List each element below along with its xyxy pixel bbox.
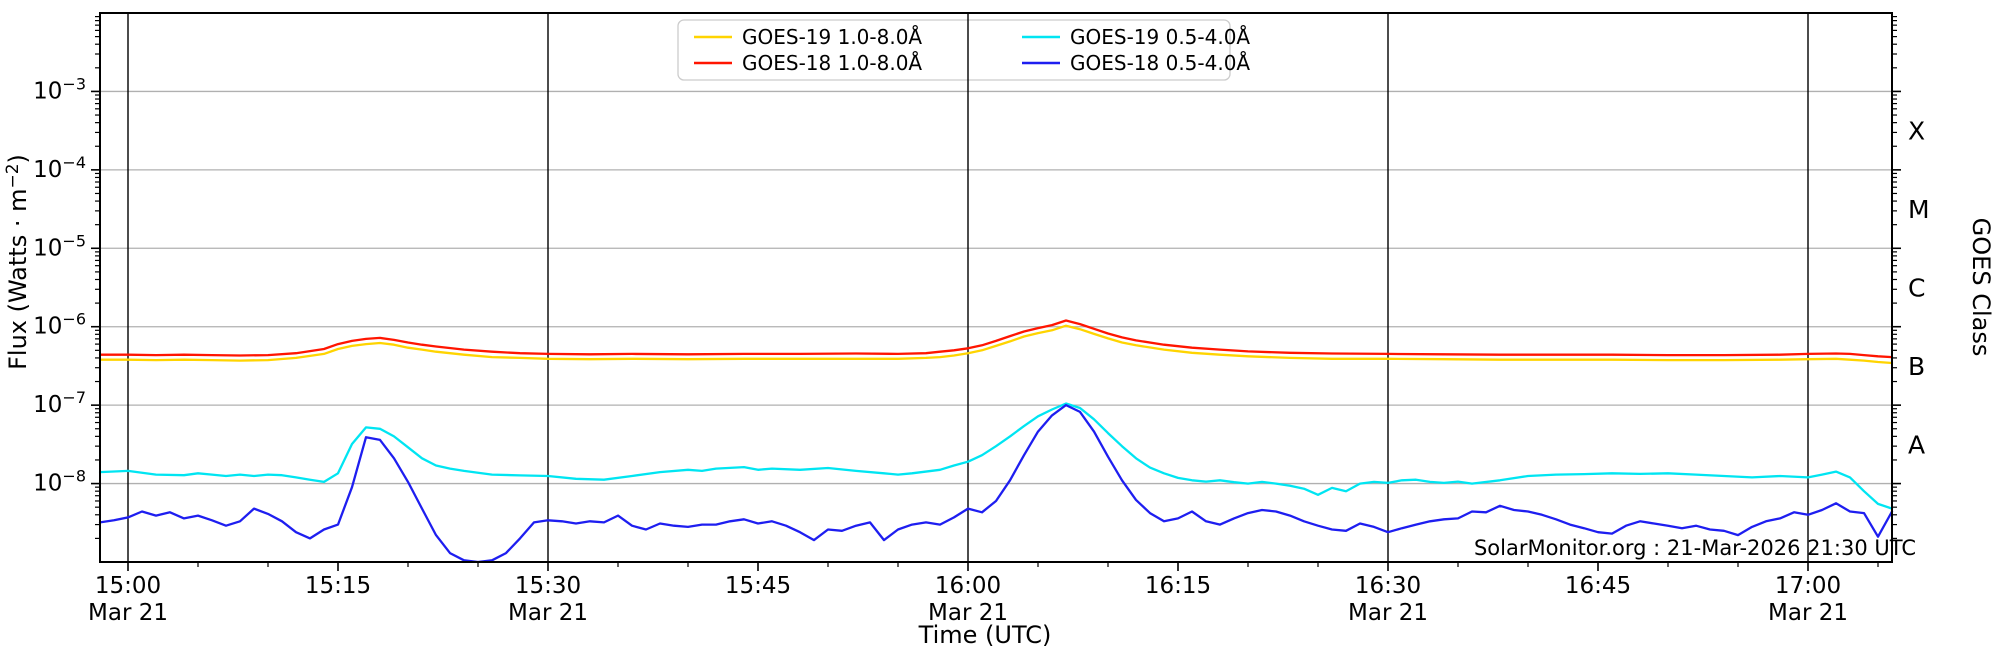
legend-label: GOES-18 1.0-8.0Å: [742, 51, 922, 75]
x-tick-time-label: 16:15: [1145, 573, 1211, 599]
x-tick-time-label: 17:00: [1775, 573, 1841, 599]
x-tick-date-label: Mar 21: [928, 600, 1008, 626]
x-tick-time-label: 15:30: [515, 573, 581, 599]
legend-label: GOES-18 0.5-4.0Å: [1070, 51, 1250, 75]
legend-box: [677, 19, 1231, 81]
x-tick-date-label: Mar 21: [1348, 600, 1428, 626]
y-tick-label: 10−8: [33, 467, 86, 497]
goes-class-letters: X M C B A: [1908, 117, 1930, 460]
y-tick-label: 10−7: [33, 388, 86, 418]
y-axis-label-right: GOES Class: [1967, 218, 1995, 357]
legend-item-goes-18-0-5-4-0-: GOES-18 0.5-4.0Å: [1022, 51, 1250, 75]
annotation: SolarMonitor.org : 21-Mar-2026 21:30 UTC: [1474, 536, 1916, 560]
series-goes-19-0-5-4-0-: [98, 402, 1894, 510]
series-goes-18-1-0-8-0-: [98, 319, 1894, 359]
x-tick-time-label: 16:00: [935, 573, 1001, 599]
x-tick-time-label: 15:00: [95, 573, 161, 599]
x-tick-date-label: Mar 21: [88, 600, 168, 626]
series-goes-19-1-0-8-0-: [98, 324, 1894, 365]
goes-class-letter-a: A: [1908, 430, 1925, 459]
x-tick-time-label: 15:45: [725, 573, 791, 599]
y-tick-label: 10−5: [33, 231, 86, 261]
goes-class-letter-b: B: [1908, 352, 1925, 381]
x-tick-date-label: Mar 21: [508, 600, 588, 626]
goes-class-letter-m: M: [1908, 195, 1930, 224]
y-axis-ticks: 10−3 10−4 10−5 10−6 10−7 10−8: [33, 15, 1901, 539]
legend-item-goes-18-1-0-8-0-: GOES-18 1.0-8.0Å: [694, 51, 922, 75]
solarmonitor-annotation: SolarMonitor.org : 21-Mar-2026 21:30 UTC: [1474, 536, 1916, 560]
x-tick-date-label: Mar 21: [1768, 600, 1848, 626]
legend-item-goes-19-1-0-8-0-: GOES-19 1.0-8.0Å: [694, 25, 922, 49]
x-tick-time-label: 15:15: [305, 573, 371, 599]
legend-label: GOES-19 0.5-4.0Å: [1070, 25, 1250, 49]
x-axis-label: Time (UTC): [918, 621, 1052, 649]
plot-border: [99, 12, 1893, 563]
y-axis-label-left: Flux (Watts · m−2): [3, 154, 32, 370]
y-tick-label: 10−3: [33, 74, 86, 104]
series-goes-18-0-5-4-0-: [98, 403, 1894, 564]
y-tick-label: 10−6: [33, 310, 86, 340]
y-tick-label: 10−4: [33, 153, 86, 183]
goes-class-letter-c: C: [1908, 274, 1925, 303]
x-tick-time-label: 16:30: [1355, 573, 1421, 599]
legend-label: GOES-19 1.0-8.0Å: [742, 25, 922, 49]
y-gridlines: [100, 90, 1892, 485]
series: [98, 319, 1894, 564]
goes-class-letter-x: X: [1908, 117, 1925, 146]
axis-titles: Flux (Watts · m−2) GOES Class Time (UTC): [3, 154, 1995, 649]
x-tick-time-label: 16:45: [1565, 573, 1631, 599]
legend-item-goes-19-0-5-4-0-: GOES-19 0.5-4.0Å: [1022, 25, 1250, 49]
